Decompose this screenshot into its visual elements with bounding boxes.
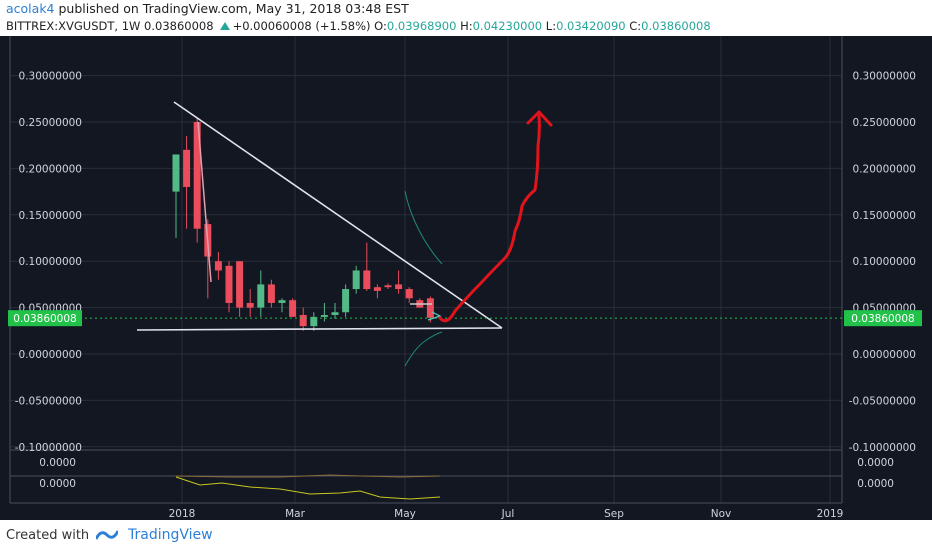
y-tick-label-right: 0.25000000 [853,117,916,129]
candle-body [405,289,413,299]
x-tick-label: 2018 [169,508,196,520]
price-badge-right-text: 0.03860008 [851,313,914,325]
up-triangle-icon [219,22,230,30]
price-badge-right [844,310,922,327]
descending-trendline [173,101,503,329]
x-tick-label: Sep [604,508,624,520]
y-tick-label-right: -0.05000000 [849,395,916,407]
candle-body [278,300,286,303]
candle-body [352,270,360,290]
teal-projection-lower [404,331,443,367]
red-arrow-path [438,114,541,323]
support-line [136,327,503,331]
x-tick-label: 2019 [817,508,844,520]
published-text: published on TradingView.com, May 31, 20… [54,1,409,16]
price-badge-left-text: 0.03860008 [13,313,76,325]
indicator-tick-right: 0.0000 [857,478,894,490]
candle-body [193,122,201,229]
red-arrow-head-icon [526,110,553,127]
open-label: O: [374,19,387,33]
candles [172,117,434,331]
y-tick-label-left: -0.10000000 [15,442,82,454]
created-with-text: Created with [6,528,90,543]
chart-header: acolak4 published on TradingView.com, Ma… [0,0,932,36]
price-change: +0.00060008 (+1.58%) [232,19,371,33]
pink-drop-line [197,121,212,283]
candle-body [395,284,403,290]
chart-svg[interactable]: 0.30000000 0.30000000 0.25000000 0.25000000… [0,36,932,520]
candle-body [384,285,392,288]
indicator-tick-left: 0.0000 [39,457,76,469]
y-tick-label-left: 0.25000000 [19,117,82,129]
close-value: 0.03860008 [641,19,711,33]
y-tick-label-right: 0.10000000 [853,256,916,268]
user-drawings [10,101,842,500]
x-tick-label: Mar [285,508,305,520]
open-value: 0.03968900 [386,19,457,33]
grid-lines [10,36,842,503]
author-link[interactable]: acolak4 [6,1,55,16]
teal-projection-upper [404,190,443,265]
y-tick-label-left: -0.05000000 [15,395,82,407]
candle-body [172,154,180,192]
x-tick-label: May [394,508,416,520]
candle-body [426,298,434,318]
candle-body [373,287,381,291]
y-tick-label-right: 0.30000000 [853,71,916,83]
indicator-line-yellow [175,476,441,500]
y-tick-label-left: 0.20000000 [19,163,82,175]
tradingview-logo-icon [96,530,118,540]
tradingview-brand[interactable]: TradingView [128,527,213,543]
candle-body [236,261,244,308]
candle-body [331,312,339,316]
y-tick-label-right: -0.10000000 [849,442,916,454]
candle-body [267,284,275,303]
y-tick-label-left: 0.30000000 [19,71,82,83]
ohlc-line: BITTREX:XVGUSDT, 1W 0.03860008 +0.0006000… [6,17,711,35]
low-label: L: [545,19,557,33]
x-tick-label: Jul [501,508,515,520]
candle-body [246,302,254,308]
y-tick-label-right: 0.15000000 [853,210,916,222]
indicator-line-brown [175,474,441,478]
high-value: 0.04230000 [472,19,543,33]
candle-body [289,300,297,317]
candle-body [257,284,265,308]
y-tick-label-left: 0.15000000 [19,210,82,222]
candle-body [363,270,371,290]
price-badge-left [8,310,82,327]
x-tick-label: Nov [711,508,732,520]
symbol-label: BITTREX:XVGUSDT, 1W [6,19,141,33]
axis-separators [9,36,843,504]
y-tick-label-left: 0.10000000 [19,256,82,268]
indicator-tick-left: 0.0000 [39,478,76,490]
candle-body [310,316,318,327]
y-tick-label-right: 0.20000000 [853,163,916,175]
candle-body [299,315,307,327]
publish-line: acolak4 published on TradingView.com, Ma… [6,0,409,18]
candle-body [183,149,191,187]
low-value: 0.03420090 [556,19,626,33]
candle-body [342,289,350,313]
candle-body [214,261,222,271]
last-price: 0.03860008 [144,19,214,33]
y-tick-label-right: 0.00000000 [853,349,916,361]
y-tick-label-left: 0.00000000 [19,349,82,361]
axis-labels: 0.30000000 0.30000000 0.25000000 0.25000000… [8,71,922,520]
candle-body [320,315,328,317]
chart-area[interactable]: 0.30000000 0.30000000 0.25000000 0.25000000… [0,36,932,520]
candle-body [225,265,233,303]
close-label: C: [629,19,642,33]
footer: Created with TradingView [0,520,932,550]
indicator-tick-right: 0.0000 [857,457,894,469]
high-label: H: [460,19,473,33]
